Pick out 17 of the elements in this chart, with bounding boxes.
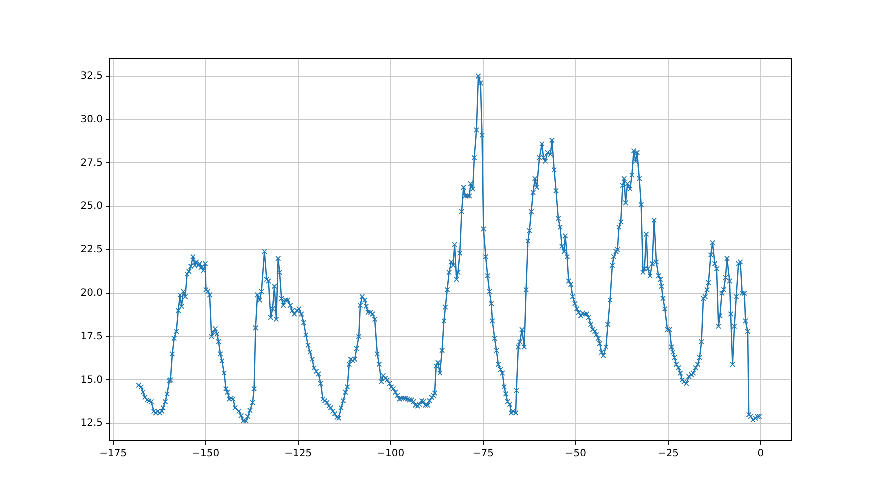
y-tick-label: 15.0 — [80, 374, 103, 386]
x-tick-label: −25 — [658, 448, 679, 460]
y-tick-label: 25.0 — [80, 201, 103, 212]
x-tick-label: −125 — [284, 448, 312, 460]
y-tick-label: 12.5 — [80, 418, 103, 430]
y-tick-label: 30.0 — [80, 114, 103, 126]
x-tick-label: 0 — [758, 448, 764, 460]
y-tick-label: 22.5 — [80, 244, 103, 256]
x-tick-label: −175 — [100, 448, 128, 460]
x-tick-label: −50 — [565, 448, 586, 460]
x-tick-label: −100 — [377, 448, 405, 460]
y-tick-label: 20.0 — [80, 288, 103, 300]
y-tick-label: 17.5 — [80, 331, 103, 342]
y-tick-label: 27.5 — [80, 158, 103, 169]
x-tick-label: −75 — [472, 448, 494, 460]
x-tick-label: −150 — [192, 448, 220, 460]
y-tick-label: 32.5 — [80, 70, 103, 82]
